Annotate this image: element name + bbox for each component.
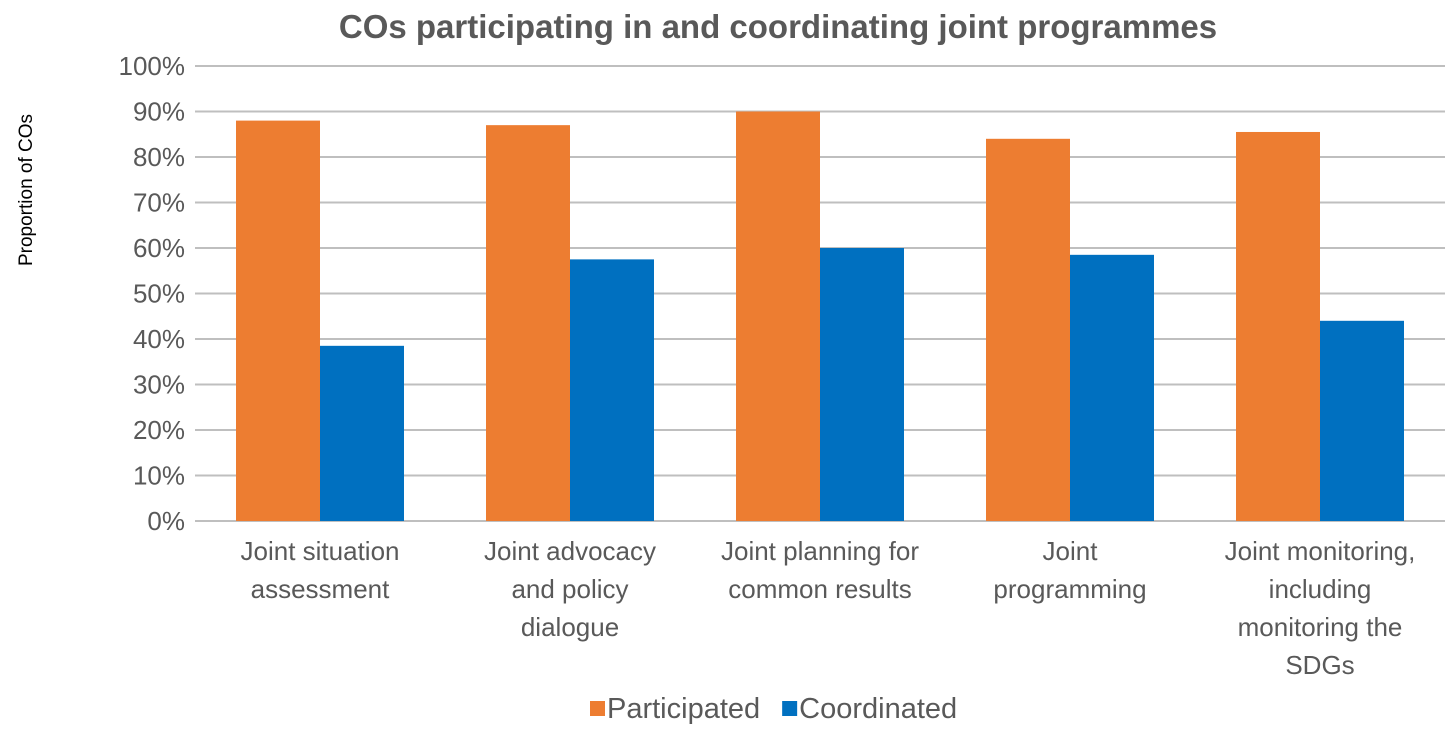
- bar-participated-2: [736, 111, 820, 521]
- bar-participated-1: [486, 125, 570, 522]
- category-label-line: assessment: [251, 574, 390, 604]
- category-label-line: Joint situation: [241, 536, 400, 566]
- legend-label-coordinated: Coordinated: [799, 693, 957, 725]
- category-label-line: programming: [993, 574, 1146, 604]
- category-label-line: common results: [728, 574, 912, 604]
- y-tick-label: 20%: [133, 415, 185, 445]
- y-tick-label: 70%: [133, 188, 185, 218]
- category-label-line: Joint: [1043, 536, 1099, 566]
- bar-coordinated-4: [1320, 320, 1404, 521]
- bar-coordinated-3: [1070, 254, 1154, 521]
- y-axis-ticks: 0% 10% 20% 30% 40% 50% 60% 70% 80% 90% 100%: [119, 51, 186, 536]
- bar-participated-3: [986, 138, 1070, 522]
- category-label-line: Joint advocacy: [484, 536, 656, 566]
- y-tick-label: 0%: [147, 506, 185, 536]
- y-tick-label: 50%: [133, 279, 185, 309]
- legend-swatch-coordinated: [782, 701, 798, 716]
- chart-title: COs participating in and coordinating jo…: [339, 8, 1217, 45]
- y-tick-label: 40%: [133, 324, 185, 354]
- category-label: Joint advocacy and policy dialogue: [484, 536, 656, 642]
- category-label-line: SDGs: [1285, 650, 1354, 680]
- y-axis-label: Proportion of COs: [16, 114, 37, 266]
- category-label: Joint programming: [993, 536, 1146, 604]
- category-label: Joint planning for common results: [721, 536, 919, 604]
- bars: [236, 111, 1404, 522]
- bar-coordinated-1: [570, 259, 654, 521]
- bar-coordinated-0: [320, 345, 404, 521]
- legend: Participated Coordinated: [590, 693, 957, 725]
- y-tick-label: 100%: [119, 51, 186, 81]
- legend-label-participated: Participated: [607, 693, 760, 725]
- y-tick-label: 80%: [133, 142, 185, 172]
- bar-participated-4: [1236, 131, 1320, 521]
- category-label-line: Joint planning for: [721, 536, 919, 566]
- y-tick-label: 10%: [133, 461, 185, 491]
- bar-participated-0: [236, 120, 320, 521]
- bar-coordinated-2: [820, 248, 904, 521]
- category-label: Joint monitoring, including monitoring the…: [1225, 536, 1416, 680]
- y-tick-label: 60%: [133, 233, 185, 263]
- y-tick-label: 30%: [133, 370, 185, 400]
- category-label-line: monitoring the: [1238, 612, 1403, 642]
- category-label-line: and policy: [511, 574, 628, 604]
- category-label: Joint situation assessment: [241, 536, 400, 604]
- category-labels: Joint situation assessment Joint advocacy a…: [241, 536, 1416, 680]
- y-tick-label: 90%: [133, 97, 185, 127]
- legend-swatch-participated: [590, 701, 605, 716]
- category-label-line: Joint monitoring,: [1225, 536, 1416, 566]
- category-label-line: dialogue: [521, 612, 619, 642]
- category-label-line: including: [1269, 574, 1372, 604]
